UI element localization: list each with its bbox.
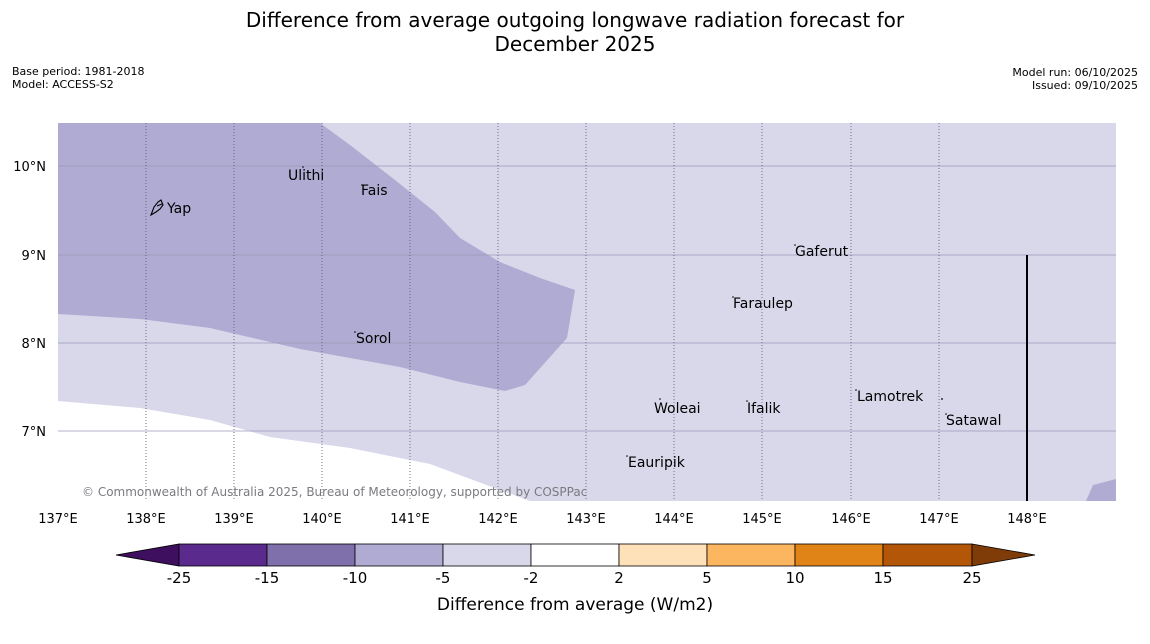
base-period: Base period: 1981-2018: [12, 65, 145, 78]
place-label-gaferut: Gaferut: [795, 244, 849, 260]
neutral-region: [58, 401, 530, 501]
place-label-fais: Fais: [361, 183, 388, 199]
colorbar-tick-label: 10: [785, 569, 804, 587]
colorbar-segment: [618, 543, 708, 567]
lon-tick-label: 147°E: [919, 512, 959, 527]
colorbar-tick-label: -25: [167, 569, 192, 587]
colorbar-segment: [706, 543, 796, 567]
latitude-axis: 10°N 9°N 8°N 7°N: [13, 160, 46, 440]
colorbar-segment: [178, 543, 268, 567]
issued-date: Issued: 09/10/2025: [1031, 79, 1138, 92]
lat-tick-label: 8°N: [22, 337, 47, 352]
model-run: Model run: 06/10/2025: [1012, 66, 1138, 79]
lon-tick-label: 141°E: [390, 512, 430, 527]
colorbar-extend-right: [971, 543, 1036, 567]
place-label-ifalik: Ifalik: [747, 401, 781, 417]
colorbar-extend-left: [115, 543, 180, 567]
lon-tick-label: 138°E: [126, 512, 166, 527]
place-label-faraulep: Faraulep: [733, 296, 793, 312]
lon-tick-label: 144°E: [654, 512, 694, 527]
lon-tick-label: 146°E: [831, 512, 871, 527]
colorbar-tick-label: -10: [343, 569, 368, 587]
colorbar-tick-label: 15: [873, 569, 892, 587]
lon-tick-label: 143°E: [566, 512, 606, 527]
colorbar-segment: [794, 543, 884, 567]
colorbar-segment: [442, 543, 532, 567]
lat-tick-label: 10°N: [13, 160, 46, 175]
lon-tick-label: 140°E: [302, 512, 342, 527]
model-name: Model: ACCESS-S2: [12, 78, 114, 91]
lon-tick-label: 145°E: [742, 512, 782, 527]
place-label-sorol: Sorol: [356, 331, 391, 347]
place-label-satawal: Satawal: [946, 413, 1001, 429]
copyright-credit: © Commonwealth of Australia 2025, Bureau…: [82, 485, 587, 499]
lon-tick-label: 139°E: [214, 512, 254, 527]
place-label-eauripik: Eauripik: [628, 455, 686, 471]
yap-island-icon: [149, 199, 164, 217]
title-line-1: Difference from average outgoing longwav…: [245, 8, 905, 32]
chart-title: Difference from average outgoing longwav…: [0, 8, 1150, 56]
lat-tick-label: 7°N: [22, 425, 47, 440]
colorbar-tick-label: -5: [436, 569, 451, 587]
lon-tick-label: 148°E: [1007, 512, 1047, 527]
lat-tick-label: 9°N: [22, 249, 47, 264]
colorbar-tick-label: 25: [962, 569, 981, 587]
longitude-axis: 137°E 138°E 139°E 140°E 141°E 142°E 143°…: [38, 512, 1047, 527]
lon-tick-label: 142°E: [478, 512, 518, 527]
colorbar-segment: [354, 543, 444, 567]
colorbar: [115, 543, 1036, 567]
colorbar-tick-label: 5: [702, 569, 712, 587]
island-markers: [302, 166, 947, 457]
negative-anomaly-region: [58, 123, 575, 391]
lon-tick-label: 137°E: [38, 512, 78, 527]
longitude-gridlines: [145, 123, 940, 501]
place-label-lamotrek: Lamotrek: [857, 389, 924, 405]
colorbar-tick-label: 2: [614, 569, 624, 587]
negative-anomaly-corner: [1086, 479, 1116, 501]
meta-left: Base period: 1981-2018 Model: ACCESS-S2: [12, 65, 144, 91]
colorbar-segment: [266, 543, 356, 567]
title-line-2: December 2025: [494, 32, 656, 56]
place-label-woleai: Woleai: [654, 401, 701, 417]
colorbar-tick-label: -2: [524, 569, 539, 587]
place-label-ulithi: Ulithi: [288, 168, 324, 184]
colorbar-ticks: -25 -15 -10 -5 -2 2 5 10 15 25: [167, 569, 982, 587]
colorbar-label: Difference from average (W/m2): [437, 595, 713, 615]
place-label-yap: Yap: [166, 201, 191, 217]
colorbar-segment: [530, 543, 620, 567]
colorbar-tick-label: -15: [255, 569, 280, 587]
colorbar-segment: [882, 543, 973, 567]
meta-right: Model run: 06/10/2025 Issued: 09/10/2025: [1012, 66, 1138, 92]
